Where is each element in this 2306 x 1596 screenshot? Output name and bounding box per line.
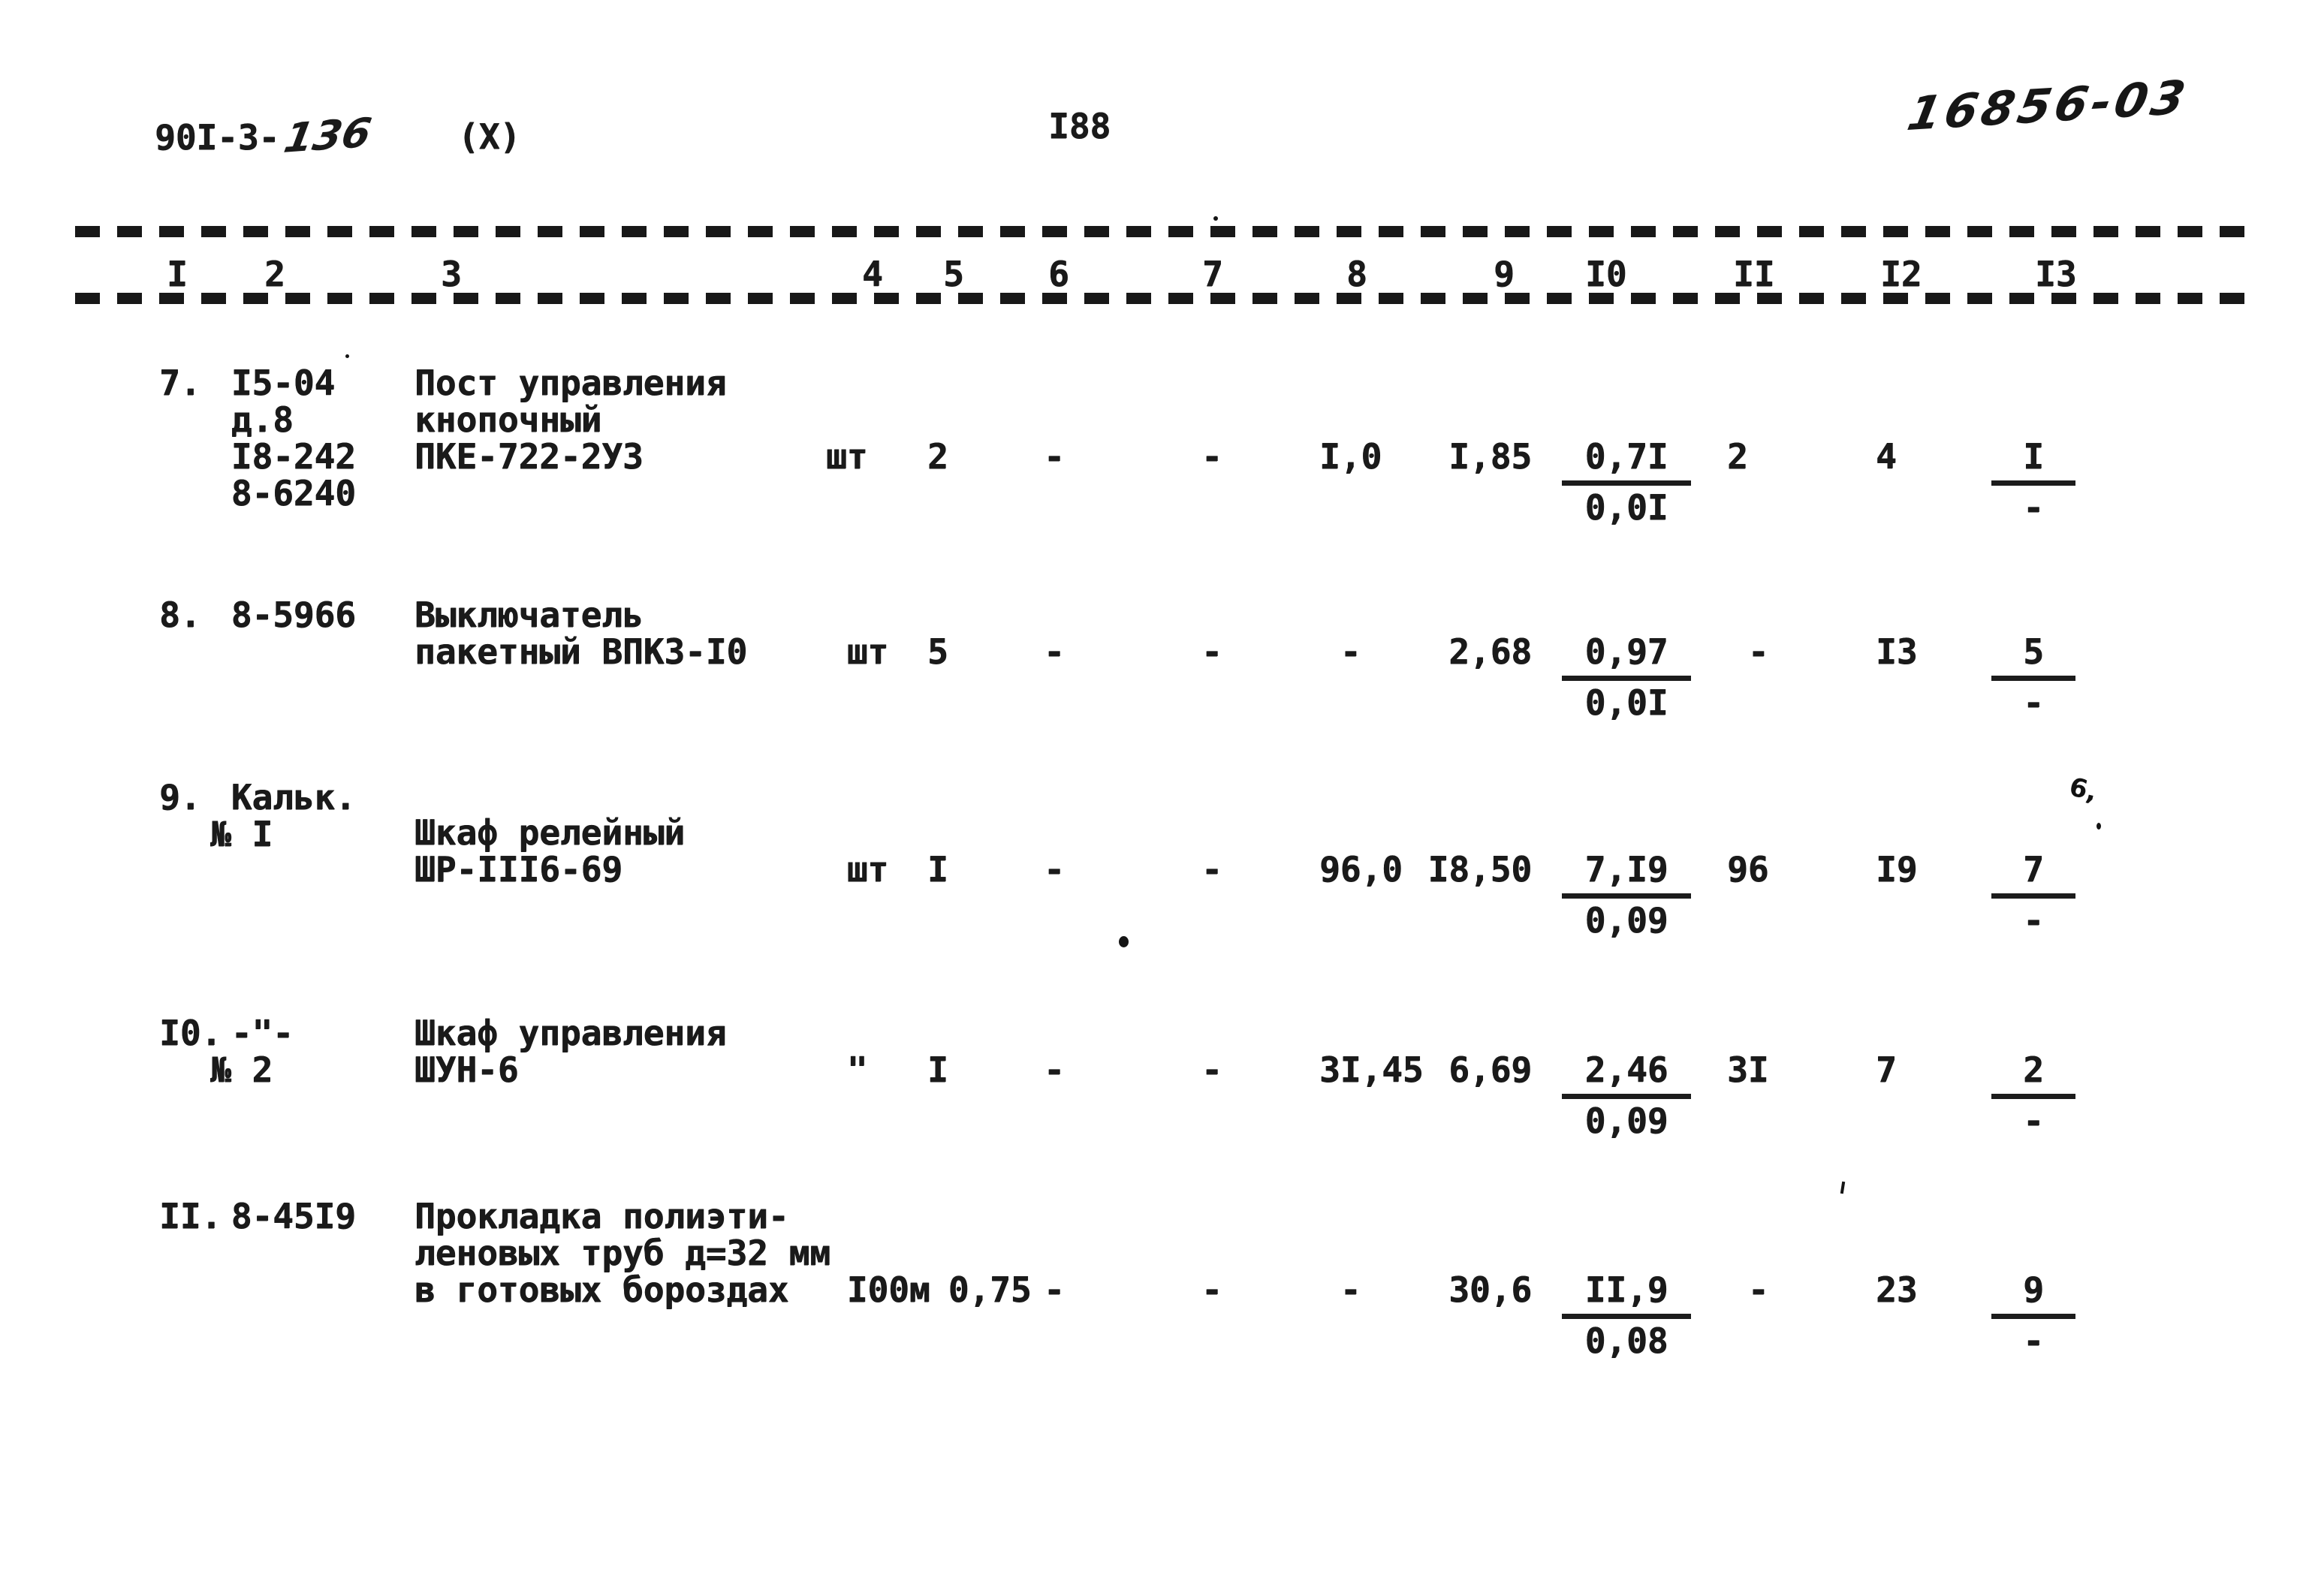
cell-col9: I8,50 <box>1427 849 1532 890</box>
cell-col5: 2 <box>927 436 948 477</box>
ink-speck <box>1119 936 1129 947</box>
cell-code: Кальк. № I <box>210 777 356 854</box>
cell-col12: I3 <box>1876 631 1918 672</box>
cell-col7: - <box>1201 1049 1222 1090</box>
column-header-1: I <box>167 254 188 294</box>
column-header-11: II <box>1733 254 1775 294</box>
cell-col5: I <box>927 1049 948 1090</box>
cell-name: Прокладка полиэти- леновых труб д=32 мм … <box>414 1196 830 1310</box>
ink-tick <box>1840 1181 1846 1194</box>
cell-item-number: II. <box>159 1196 222 1236</box>
cell-code: 8-5966 <box>210 595 356 635</box>
cell-col7: - <box>1201 436 1222 477</box>
cell-unit: шт <box>826 849 889 890</box>
cell-name: Шкаф релейный ШР-III6-69 <box>414 812 686 890</box>
cell-unit: шт <box>826 631 889 672</box>
column-header-2: 2 <box>264 254 285 294</box>
column-header-9: 9 <box>1494 254 1515 294</box>
cell-col6: - <box>1044 1049 1065 1090</box>
ink-blot: 6, <box>2066 772 2100 808</box>
cell-item-number: I0. <box>159 1013 222 1053</box>
cell-col10-fraction: 7,I9 0,09 <box>1562 851 1691 939</box>
column-header-13: I3 <box>2035 254 2077 294</box>
column-header-6: 6 <box>1048 254 1069 294</box>
cell-col6: - <box>1044 1269 1065 1310</box>
cell-col13-fraction: 5- <box>1991 634 2075 721</box>
cell-name: Пост управления кнопочный ПКЕ-722-2У3 <box>414 363 727 477</box>
cell-col13-fraction: I- <box>1991 438 2075 526</box>
cell-unit: шт <box>826 436 868 477</box>
cell-col9: 30,6 <box>1448 1269 1532 1310</box>
cell-col12: I9 <box>1876 849 1918 890</box>
ink-speck <box>1213 216 1218 221</box>
cell-unit: " <box>826 1049 868 1090</box>
cell-col8: I,0 <box>1319 436 1382 477</box>
column-header-10: I0 <box>1585 254 1627 294</box>
cell-col7: - <box>1201 631 1222 672</box>
cell-col8: 96,0 <box>1319 849 1403 890</box>
cell-col12: 7 <box>1876 1049 1897 1090</box>
doc-number-handwritten: 136 <box>280 109 375 162</box>
cell-col8: - <box>1319 1269 1361 1310</box>
column-header-5: 5 <box>943 254 964 294</box>
cell-col5: 5 <box>927 631 948 672</box>
doc-number-typed: 90I-3- <box>155 117 280 158</box>
cell-name: Выключатель пакетный ВПК3-I0 <box>414 595 748 672</box>
column-header-12: I2 <box>1880 254 1922 294</box>
cell-col6: - <box>1044 631 1065 672</box>
cell-col8: 3I,45 <box>1319 1049 1424 1090</box>
cell-code: -"- № 2 <box>210 1013 294 1090</box>
table-top-rule <box>75 226 2247 237</box>
cell-col13-fraction: 2- <box>1991 1052 2075 1140</box>
cell-col7: - <box>1201 1269 1222 1310</box>
column-header-3: 3 <box>441 254 462 294</box>
cell-col6: - <box>1044 849 1065 890</box>
ink-speck <box>2097 823 2101 830</box>
cell-unit: I00м <box>826 1269 930 1310</box>
cell-col13-fraction: 7- <box>1991 851 2075 939</box>
cell-col12: 4 <box>1876 436 1897 477</box>
cell-col8: - <box>1319 631 1361 672</box>
cell-col10-fraction: II,9 0,08 <box>1562 1272 1691 1360</box>
cell-col10-fraction: 0,7I 0,0I <box>1562 438 1691 526</box>
cell-col9: 6,69 <box>1448 1049 1532 1090</box>
cell-col9: 2,68 <box>1448 631 1532 672</box>
cell-col10-fraction: 0,97 0,0I <box>1562 634 1691 721</box>
cell-col11: - <box>1727 631 1769 672</box>
cell-col10-fraction: 2,46 0,09 <box>1562 1052 1691 1140</box>
stamp-number: 16856-03 <box>1903 69 2194 142</box>
column-header-4: 4 <box>862 254 883 294</box>
cell-col5: 0,75 <box>927 1269 1032 1310</box>
cell-name: Шкаф управления ШУН-6 <box>414 1013 727 1090</box>
column-header-7: 7 <box>1202 254 1223 294</box>
cell-col7: - <box>1201 849 1222 890</box>
cell-col11: 2 <box>1727 436 1748 477</box>
ink-speck <box>345 354 349 358</box>
cell-item-number: 7. <box>159 363 201 403</box>
cell-col9: I,85 <box>1448 436 1532 477</box>
sheet-marker: (X) <box>458 116 521 157</box>
cell-col12: 23 <box>1876 1269 1918 1310</box>
doc-number: 90I-3-136 <box>155 109 375 162</box>
column-header-row: I 2 3 4 5 6 7 8 9 I0 II I2 I3 <box>0 256 2306 294</box>
cell-col11: - <box>1727 1269 1769 1310</box>
cell-code: 8-45I9 <box>210 1196 356 1236</box>
cell-item-number: 8. <box>159 595 201 635</box>
cell-code: I5-04 д.8 I8-242 8-6240 <box>231 363 356 513</box>
cell-col13-fraction: 9- <box>1991 1272 2075 1360</box>
cell-item-number: 9. <box>159 777 201 818</box>
table-header-rule <box>75 293 2247 304</box>
cell-col6: - <box>1044 436 1065 477</box>
column-header-8: 8 <box>1346 254 1367 294</box>
cell-col11: 96 <box>1727 849 1769 890</box>
cell-col5: I <box>927 849 948 890</box>
page-number: I88 <box>1048 106 1111 146</box>
cell-col11: 3I <box>1727 1049 1769 1090</box>
